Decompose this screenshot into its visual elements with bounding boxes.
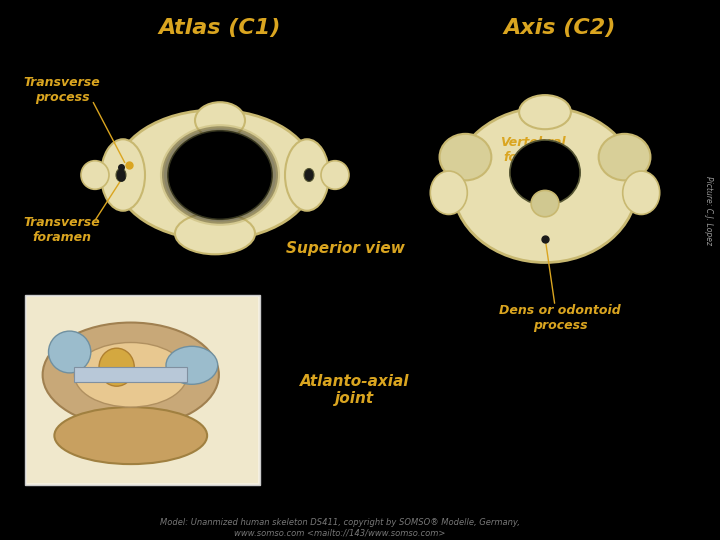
Ellipse shape bbox=[531, 191, 559, 217]
Ellipse shape bbox=[321, 161, 349, 190]
Text: Vertebral
foramen: Vertebral foramen bbox=[500, 136, 566, 164]
Text: Atlas (C1): Atlas (C1) bbox=[159, 18, 282, 38]
Ellipse shape bbox=[598, 134, 650, 180]
Ellipse shape bbox=[116, 168, 126, 181]
Text: Picture: C.J. Lopez: Picture: C.J. Lopez bbox=[703, 176, 713, 245]
Ellipse shape bbox=[48, 331, 91, 373]
Ellipse shape bbox=[510, 140, 580, 205]
Bar bbox=[27, 297, 258, 483]
Ellipse shape bbox=[168, 131, 272, 219]
Ellipse shape bbox=[439, 134, 491, 180]
Text: Axis (C2): Axis (C2) bbox=[504, 18, 616, 38]
Ellipse shape bbox=[519, 95, 571, 129]
Text: Model: Unanmized human skeleton DS411, copyright by SOMSO® Modelle, Germany,
www: Model: Unanmized human skeleton DS411, c… bbox=[160, 518, 520, 538]
Ellipse shape bbox=[623, 171, 660, 214]
Ellipse shape bbox=[101, 139, 145, 211]
Text: Vertebral
foramen: Vertebral foramen bbox=[202, 156, 268, 184]
Text: Transverse
process: Transverse process bbox=[24, 76, 100, 104]
Text: Atlanto-axial
joint: Atlanto-axial joint bbox=[300, 374, 410, 406]
Ellipse shape bbox=[175, 213, 255, 254]
Ellipse shape bbox=[195, 102, 245, 139]
Bar bbox=[25, 295, 260, 485]
Text: Dens or odontoid
process: Dens or odontoid process bbox=[499, 304, 621, 332]
Text: Transverse
foramen: Transverse foramen bbox=[24, 216, 100, 244]
Ellipse shape bbox=[115, 110, 315, 240]
Ellipse shape bbox=[99, 348, 134, 386]
Ellipse shape bbox=[74, 342, 187, 407]
Ellipse shape bbox=[431, 171, 467, 214]
Text: Superior view: Superior view bbox=[286, 240, 405, 255]
Ellipse shape bbox=[285, 139, 329, 211]
Ellipse shape bbox=[42, 322, 219, 427]
Ellipse shape bbox=[55, 407, 207, 464]
Ellipse shape bbox=[162, 126, 278, 224]
Ellipse shape bbox=[168, 131, 272, 219]
Ellipse shape bbox=[81, 161, 109, 190]
Ellipse shape bbox=[166, 346, 217, 384]
Bar bbox=[74, 367, 187, 382]
Ellipse shape bbox=[452, 107, 637, 262]
Ellipse shape bbox=[304, 168, 314, 181]
